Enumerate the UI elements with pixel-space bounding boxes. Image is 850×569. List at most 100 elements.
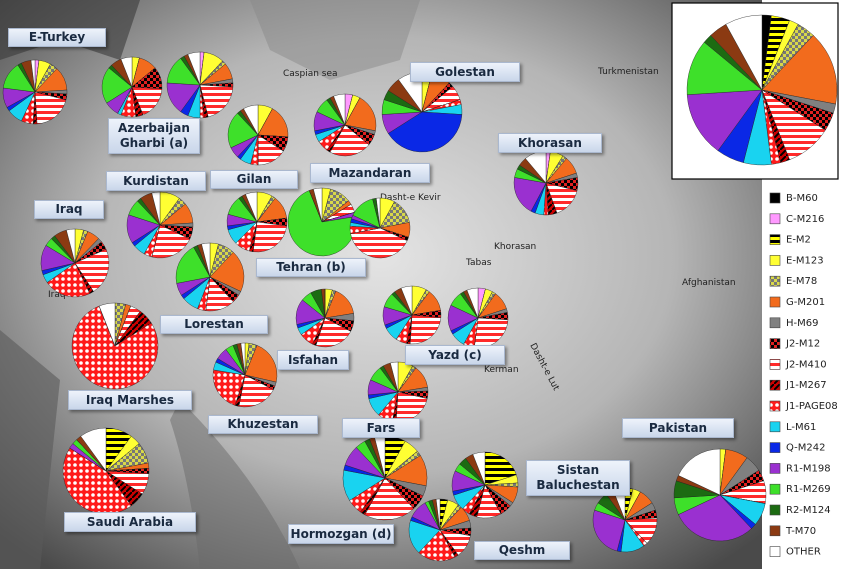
pie-slice <box>212 369 246 406</box>
legend-swatch <box>769 442 781 453</box>
pie-slice <box>30 59 36 93</box>
map-label: Afghanistan <box>682 278 736 288</box>
pie-slice <box>245 191 258 223</box>
pie-slice <box>418 529 456 562</box>
pie-slice <box>46 262 91 298</box>
pie-slice <box>80 427 107 472</box>
pie-slice <box>390 361 399 393</box>
pie-slice <box>175 246 211 284</box>
region-label: Khorasan <box>498 133 602 153</box>
pie-slice <box>513 177 547 212</box>
legend-swatch <box>769 400 781 412</box>
region-label: Iraq <box>34 200 104 219</box>
map-label: Turkmenistan <box>597 67 659 77</box>
legend-label: J2-M410 <box>785 359 827 370</box>
legend-swatch <box>769 234 781 245</box>
pie-slice <box>376 197 381 229</box>
region-label: Pakistan <box>622 418 734 438</box>
pie-slice <box>74 248 110 292</box>
legend-swatch <box>769 379 781 391</box>
legend-label: Q-M242 <box>786 443 825 454</box>
legend-swatch <box>769 275 781 287</box>
region-label: Fars <box>342 418 420 438</box>
legend-swatch <box>769 338 781 349</box>
region-label: Golestan <box>410 62 520 82</box>
pie-slice <box>151 191 161 226</box>
legend-swatch <box>769 255 781 266</box>
region-label: Hormozgan (d) <box>288 524 394 544</box>
pie-slice <box>350 227 408 259</box>
map-label: Caspian sea <box>283 69 338 79</box>
pie-slice <box>62 447 132 515</box>
legend-label: T-M70 <box>785 526 816 537</box>
terrain <box>0 330 60 569</box>
pie-slice <box>244 345 278 383</box>
legend-label: E-M123 <box>786 255 824 266</box>
pie-slice <box>34 91 67 125</box>
pie-slice <box>333 93 346 126</box>
legend-label: R2-M124 <box>786 505 831 516</box>
legend-swatch <box>769 359 781 370</box>
pie-slice <box>435 498 441 531</box>
pie-slice <box>209 251 245 292</box>
region-label: Khuzestan <box>208 415 318 434</box>
pie-slice <box>101 67 133 104</box>
region-label: Sistan Baluchestan <box>526 460 630 496</box>
pie-slice <box>329 124 370 157</box>
caspian-sea <box>250 0 420 80</box>
legend-label: G-M201 <box>786 297 825 308</box>
region-label: Gilan <box>210 170 298 189</box>
pie-slice <box>761 35 838 105</box>
region-label: Iraq Marshes <box>68 390 192 410</box>
pie-slice <box>313 187 323 223</box>
legend-swatch <box>769 317 781 329</box>
legend-swatch <box>769 213 781 225</box>
legend-swatch <box>769 525 781 537</box>
legend-label: R1-M269 <box>786 484 831 495</box>
region-label: Mazandaran <box>310 163 430 183</box>
region-label: E-Turkey <box>8 28 106 47</box>
region-label: Azerbaijan Gharbi (a) <box>108 118 200 154</box>
legend-label: B-M60 <box>786 193 818 204</box>
pie-slice <box>98 302 116 347</box>
legend-swatch <box>769 463 781 474</box>
map-label: Dasht-e Kevir <box>380 193 441 203</box>
pie-slice <box>187 51 201 86</box>
legend-label: J1-PAGE08 <box>785 401 838 412</box>
legend-label: H-M69 <box>786 318 818 329</box>
legend-label: E-M78 <box>786 276 817 287</box>
pie-slice <box>243 104 259 136</box>
pie-slice <box>344 97 377 132</box>
pie-slice <box>592 509 626 552</box>
map-label: Kerman <box>484 365 519 375</box>
pie-slice <box>472 451 486 486</box>
legend-swatch <box>769 546 781 557</box>
region-label: Yazd (c) <box>405 345 505 365</box>
region-label: Lorestan <box>160 315 268 334</box>
legend-label: R1-M198 <box>786 463 831 474</box>
legend-label: OTHER <box>786 547 821 558</box>
legend-label: J2-M12 <box>785 339 820 350</box>
pie-slice <box>466 287 479 319</box>
legend-swatch <box>769 296 781 308</box>
legend-label: J1-M267 <box>785 380 827 391</box>
pie-slice <box>199 84 234 118</box>
pie-slice <box>120 56 133 88</box>
region-label: Isfahan <box>277 350 349 370</box>
pie-slice <box>315 317 351 348</box>
pie-slice <box>227 112 259 149</box>
legend-label: E-M2 <box>786 235 811 246</box>
pie-slice <box>678 448 721 496</box>
pie-slice <box>484 451 517 486</box>
pie-slice <box>240 342 246 376</box>
persian-gulf <box>170 400 300 569</box>
pie-slice <box>71 305 159 390</box>
map-label: Tabas <box>465 258 492 268</box>
pie-slice <box>201 242 211 278</box>
region-label: Saudi Arabia <box>64 512 196 532</box>
pie-slice <box>364 477 415 521</box>
region-label: Qeshm <box>474 541 570 560</box>
pie-slice <box>66 228 76 264</box>
